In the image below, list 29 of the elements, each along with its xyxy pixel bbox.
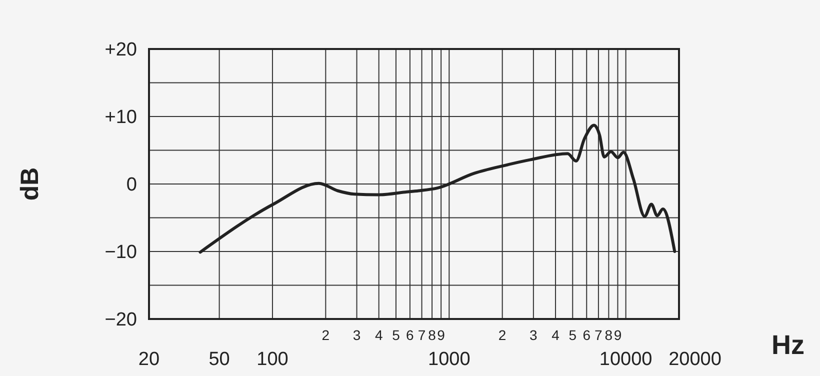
x-tick-label: 10000 — [599, 349, 652, 370]
x-tick-label: 1000 — [428, 349, 470, 370]
text: 3 — [352, 327, 361, 343]
y-axis-title: dB — [16, 167, 44, 201]
x-tick-label: 100 — [256, 349, 288, 370]
text: 9 — [614, 327, 622, 343]
x-tick-label: 20 — [138, 349, 160, 370]
y-tick-label: +10 — [104, 107, 137, 128]
x-tick-label: 20000 — [668, 349, 722, 370]
y-tick-label: 0 — [126, 174, 137, 196]
text: 4 — [552, 327, 560, 343]
text: 7 — [418, 327, 426, 343]
text: 8 — [604, 327, 613, 343]
y-tick-label: −20 — [104, 310, 137, 331]
text: 5 — [568, 327, 577, 343]
text: 2 — [498, 327, 506, 343]
text: 6 — [582, 327, 591, 343]
y-tick-label: +20 — [104, 40, 137, 61]
text: 2 — [322, 327, 330, 343]
text: 5 — [392, 327, 400, 343]
y-tick-label: −10 — [104, 242, 137, 264]
x-tick-label: 50 — [208, 349, 230, 370]
text: 3 — [530, 327, 538, 343]
text: 9 — [437, 327, 446, 343]
text: 7 — [594, 327, 603, 343]
text: 6 — [406, 327, 414, 343]
x-axis-title: Hz — [772, 330, 804, 360]
text: 4 — [374, 327, 383, 343]
text: 8 — [428, 327, 436, 343]
